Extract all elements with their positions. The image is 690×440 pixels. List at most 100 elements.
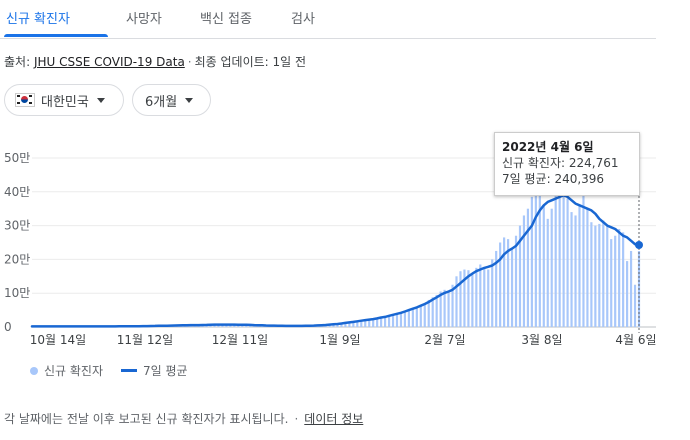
case-bar bbox=[633, 284, 637, 327]
case-bar bbox=[499, 242, 502, 327]
legend-bars-label: 신규 확진자 bbox=[44, 364, 104, 378]
x-tick-label: 11월 12일 bbox=[117, 333, 173, 347]
y-axis-ticks: 50만 40만 30만 20만 10만 0 bbox=[4, 151, 30, 334]
tooltip-new-cases-value: 224,761 bbox=[568, 156, 619, 170]
case-bar bbox=[395, 313, 399, 327]
chart-legend: 신규 확진자 7일 평균 bbox=[30, 362, 188, 379]
tooltip-date: 2022년 4월 6일 bbox=[502, 140, 594, 154]
case-bar bbox=[364, 319, 367, 327]
case-bar bbox=[415, 306, 418, 327]
tab-testing[interactable]: 검사 bbox=[291, 12, 315, 27]
case-bar bbox=[221, 324, 224, 327]
case-bar bbox=[495, 250, 498, 327]
last-updated: 최종 업데이트: 1일 전 bbox=[194, 55, 307, 69]
case-bar bbox=[407, 309, 410, 327]
active-tab-indicator bbox=[4, 34, 108, 37]
case-bar bbox=[614, 235, 617, 327]
case-bar bbox=[471, 272, 474, 327]
case-bar bbox=[344, 322, 347, 327]
source-line: 출처: JHU CSSE COVID-19 Data · 최종 업데이트: 1일 전 bbox=[4, 53, 306, 70]
case-bar bbox=[455, 276, 458, 327]
y-tick-label: 20만 bbox=[4, 252, 30, 266]
case-bar bbox=[463, 269, 466, 327]
case-bar bbox=[423, 303, 426, 327]
tooltip-average-value: 240,396 bbox=[554, 172, 605, 186]
case-bar bbox=[574, 215, 577, 327]
chevron-down-icon bbox=[185, 97, 194, 103]
case-bar bbox=[554, 193, 557, 327]
region-value: 대한민국 bbox=[41, 94, 89, 110]
case-bar bbox=[380, 316, 383, 327]
hover-point bbox=[635, 241, 643, 249]
separator-dot: · bbox=[187, 55, 192, 69]
cases-chart[interactable]: 50만 40만 30만 20만 10만 0 10월 14일 11월 12일 12월 11일 1월… bbox=[0, 0, 690, 360]
case-bars bbox=[30, 185, 641, 327]
case-bar bbox=[384, 316, 387, 327]
case-bar bbox=[514, 235, 518, 327]
case-bar bbox=[550, 208, 553, 327]
case-bar bbox=[451, 284, 454, 327]
case-bar bbox=[352, 321, 355, 327]
case-bar bbox=[431, 297, 434, 327]
case-bar bbox=[435, 294, 438, 327]
case-bar bbox=[506, 239, 510, 327]
case-bar bbox=[518, 225, 522, 327]
legend-line-label: 7일 평균 bbox=[143, 364, 188, 378]
case-bar bbox=[510, 249, 514, 327]
case-bar bbox=[522, 215, 526, 327]
case-bar bbox=[376, 317, 379, 327]
case-bar bbox=[582, 185, 585, 327]
case-bar bbox=[491, 259, 494, 327]
period-dropdown[interactable]: 6개월 bbox=[132, 84, 211, 116]
source-link[interactable]: JHU CSSE COVID-19 Data bbox=[33, 55, 185, 69]
case-bar bbox=[403, 310, 407, 327]
tooltip-average-label: 7일 평균 bbox=[502, 172, 547, 186]
tab-vaccination[interactable]: 백신 접종 bbox=[200, 12, 252, 27]
tooltip-new-cases: 신규 확진자: 224,761 bbox=[502, 156, 619, 170]
case-bar bbox=[360, 320, 363, 327]
case-bar bbox=[534, 191, 537, 327]
case-bar bbox=[479, 264, 482, 327]
case-bar bbox=[419, 305, 422, 327]
case-bar bbox=[602, 220, 605, 327]
y-tick-label: 0 bbox=[4, 320, 12, 334]
case-bar bbox=[340, 322, 343, 327]
chevron-down-icon bbox=[96, 97, 105, 103]
case-bar bbox=[626, 261, 629, 327]
case-bar bbox=[372, 318, 375, 327]
case-bar bbox=[594, 225, 597, 327]
footer-text: 각 날짜에는 전날 이후 보고된 신규 확진자가 표시됩니다. bbox=[4, 412, 289, 426]
case-bar bbox=[570, 212, 573, 327]
tooltip-new-cases-label: 신규 확진자 bbox=[502, 156, 562, 170]
case-bar bbox=[439, 291, 442, 327]
case-bar bbox=[542, 205, 545, 327]
case-bar bbox=[459, 271, 462, 327]
tab-deaths[interactable]: 사망자 bbox=[126, 12, 162, 27]
korea-flag-icon bbox=[15, 93, 35, 107]
case-bar bbox=[586, 208, 589, 327]
case-bar bbox=[598, 223, 601, 327]
case-bar bbox=[348, 321, 351, 327]
chart-tooltip: 2022년 4월 6일 신규 확진자: 224,761 7일 평균: 240,3… bbox=[494, 132, 640, 196]
case-bar bbox=[558, 190, 561, 327]
case-bar bbox=[538, 193, 541, 327]
case-bar bbox=[447, 290, 450, 327]
case-bar bbox=[566, 198, 569, 327]
case-bar bbox=[629, 250, 633, 327]
case-bar bbox=[467, 270, 470, 327]
case-bar bbox=[391, 314, 395, 327]
y-tick-label: 30만 bbox=[4, 219, 30, 233]
x-axis-ticks: 10월 14일 11월 12일 12월 11일 1월 9일 2월 7일 3월 8일 4월 6… bbox=[30, 333, 657, 347]
data-info-link[interactable]: 데이터 정보 bbox=[304, 412, 364, 426]
case-bar bbox=[427, 299, 430, 327]
case-bar bbox=[399, 312, 403, 327]
x-tick-label: 1월 9일 bbox=[319, 333, 360, 347]
tab-new-cases[interactable]: 신규 확진자 bbox=[6, 12, 70, 27]
y-tick-label: 50만 bbox=[4, 151, 30, 165]
x-tick-label: 12월 11일 bbox=[212, 333, 268, 347]
case-bar bbox=[475, 267, 478, 327]
region-dropdown[interactable]: 대한민국 bbox=[4, 84, 124, 116]
case-bar bbox=[368, 319, 371, 327]
case-bar bbox=[618, 228, 621, 327]
case-bar bbox=[578, 205, 581, 327]
